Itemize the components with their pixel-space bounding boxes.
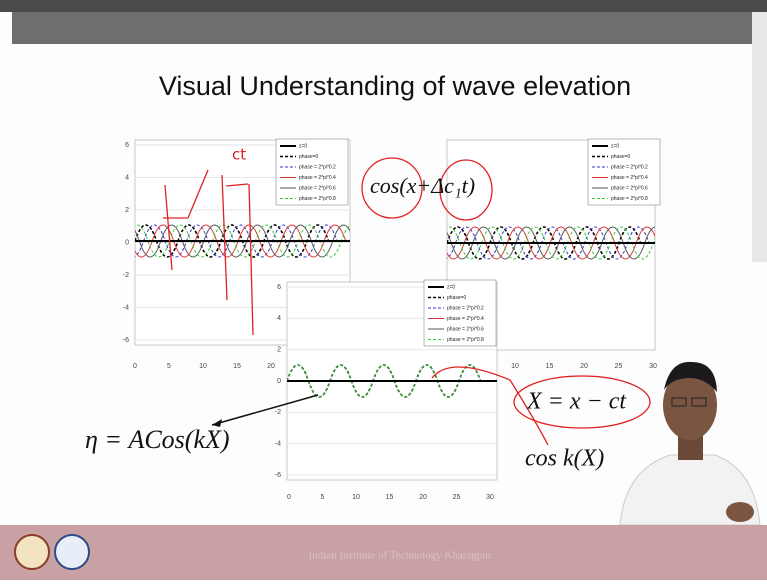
legend-label: phase = 2*pi*0.8 xyxy=(611,196,648,202)
formula: cos(x+Δc₁t) xyxy=(370,173,475,198)
legend-label: phase = 2*pi*0.4 xyxy=(447,316,484,322)
legend: z=0 phase=0 phase = 2*pi*0.2 phase = 2*pi*0… xyxy=(588,139,660,205)
x-tick-label: 0 xyxy=(287,494,291,501)
x-tick-label: 20 xyxy=(419,494,427,501)
y-tick-label: -2 xyxy=(275,409,281,416)
legend-label: phase = 2*pi*0.6 xyxy=(611,185,648,191)
legend-label: z=0 xyxy=(447,284,455,290)
x-tick-label: 25 xyxy=(453,494,461,501)
legend-label: phase = 2*pi*0.8 xyxy=(447,337,484,343)
legend-label: z=0 xyxy=(611,143,619,149)
x-tick-label: 20 xyxy=(580,363,588,370)
x-tick-label: 25 xyxy=(615,363,623,370)
y-tick-label: -6 xyxy=(123,337,129,344)
y-tick-label: -6 xyxy=(275,472,281,479)
y-tick-label: 6 xyxy=(125,142,129,149)
x-tick-label: 30 xyxy=(649,363,657,370)
legend-label: phase = 2*pi*0.4 xyxy=(299,175,336,181)
slide-title: Visual Understanding of wave elevation xyxy=(159,71,631,101)
legend-label: phase=0 xyxy=(611,154,631,160)
slide-header-band xyxy=(12,12,752,44)
page: {"slide": { "title": "Visual Understandi… xyxy=(0,0,767,580)
legend-label: phase = 2*pi*0.2 xyxy=(299,164,336,170)
x-tick-label: 30 xyxy=(486,494,494,501)
x-tick-label: 15 xyxy=(546,363,554,370)
y-tick-label: 2 xyxy=(125,207,129,214)
x-tick-label: 10 xyxy=(511,363,519,370)
y-tick-label: 6 xyxy=(277,284,281,291)
x-tick-label: 15 xyxy=(386,494,394,501)
legend-label: phase = 2*pi*0.6 xyxy=(447,326,484,332)
legend: z=0 phase=0 phase = 2*pi*0.2 phase = 2*pi*0… xyxy=(424,280,496,346)
legend: z=0 phase=0 phase = 2*pi*0.2 phase = 2*pi*0… xyxy=(276,139,348,205)
y-tick-label: 2 xyxy=(277,347,281,354)
y-tick-label: -4 xyxy=(275,441,281,448)
x-tick-label: 5 xyxy=(321,494,325,501)
y-tick-label: 0 xyxy=(125,239,129,246)
formula: cos k(X) xyxy=(525,446,604,472)
x-tick-label: 10 xyxy=(199,363,207,370)
x-tick-label: 5 xyxy=(167,363,171,370)
legend-label: phase = 2*pi*0.6 xyxy=(299,185,336,191)
legend-label: phase = 2*pi*0.8 xyxy=(299,196,336,202)
x-tick-label: 10 xyxy=(352,494,360,501)
legend-label: phase = 2*pi*0.4 xyxy=(611,175,648,181)
legend-label: phase=0 xyxy=(299,154,319,160)
formula: η = ACos(kX) xyxy=(85,425,230,454)
handwritten-note: ct xyxy=(232,146,246,164)
footer-text: Indian Institute of Technology Kharagpur xyxy=(309,550,492,562)
slide: Visual Understanding of wave elevation 6… xyxy=(0,0,767,580)
y-tick-label: 0 xyxy=(277,378,281,385)
legend-label: phase = 2*pi*0.2 xyxy=(611,164,648,170)
legend-label: phase = 2*pi*0.2 xyxy=(447,305,484,311)
y-tick-label: 4 xyxy=(277,315,281,322)
x-tick-label: 15 xyxy=(233,363,241,370)
y-tick-label: -4 xyxy=(123,304,129,311)
top-bar xyxy=(0,0,767,12)
toolbar xyxy=(752,12,767,262)
logo xyxy=(15,535,49,569)
legend-label: phase=0 xyxy=(447,295,467,301)
y-tick-label: 4 xyxy=(125,174,129,181)
x-tick-label: 0 xyxy=(133,363,137,370)
x-tick-label: 20 xyxy=(267,363,275,370)
logo xyxy=(55,535,89,569)
y-tick-label: -2 xyxy=(123,272,129,279)
legend-label: z=0 xyxy=(299,143,307,149)
formula: X = x − ct xyxy=(526,389,627,415)
